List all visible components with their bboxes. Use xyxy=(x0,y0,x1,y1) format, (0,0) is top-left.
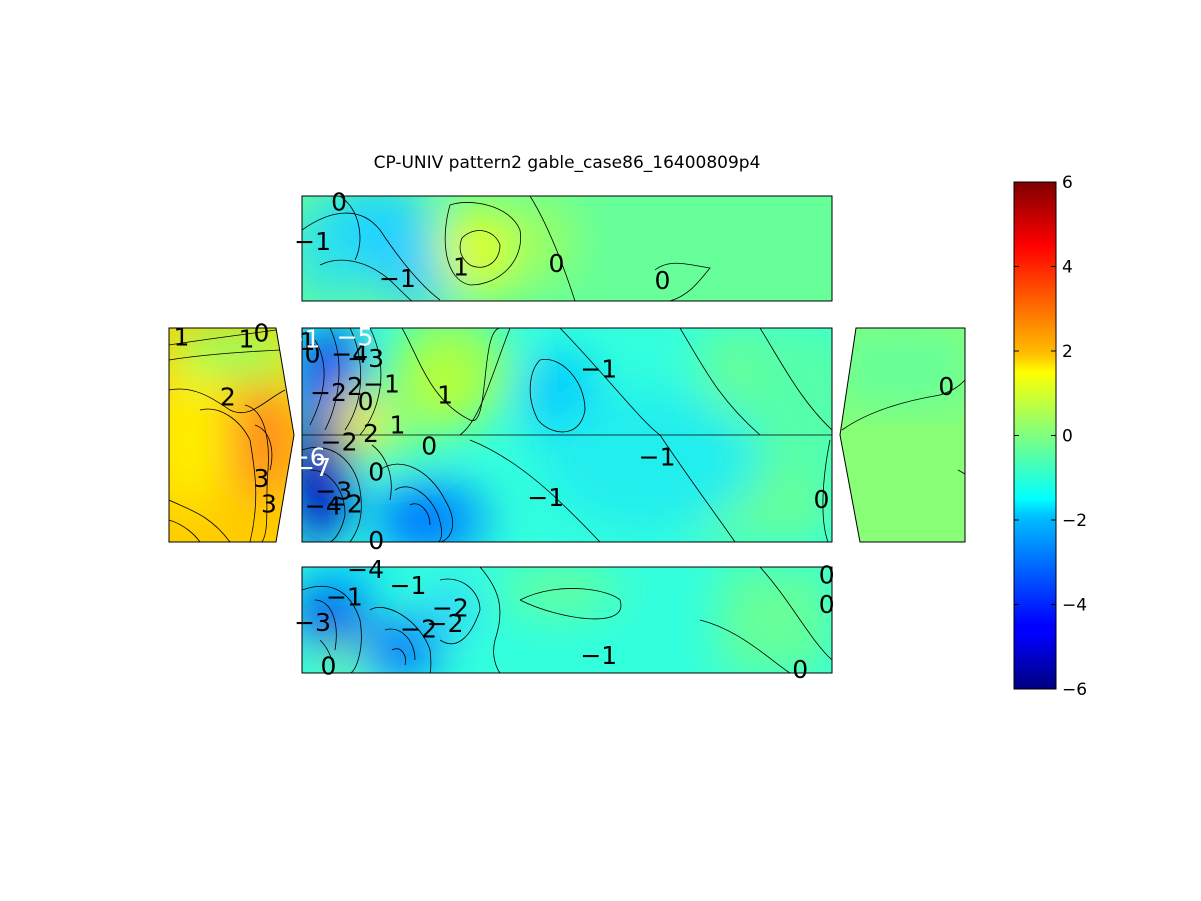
contour-label: −6 xyxy=(289,442,326,471)
panel-top-labels: 0−1−1 1 00 xyxy=(294,187,670,295)
contour-label: −2 xyxy=(427,609,464,638)
contour-label: −2 xyxy=(321,427,358,456)
contour-label: −1 xyxy=(390,571,427,600)
contour-label: −1 xyxy=(527,483,564,512)
panel-left-roof xyxy=(302,328,832,542)
contour-label: −1 xyxy=(639,442,676,471)
panel-bottom-border xyxy=(301,566,833,674)
contour-label: −4 xyxy=(331,340,368,369)
contour-label: −5 xyxy=(337,323,374,352)
contour-label: −2 xyxy=(400,615,437,644)
contour-label: −1 xyxy=(363,370,400,399)
colorbar-tick-label: −6 xyxy=(1062,680,1087,700)
panel-right-gable xyxy=(840,328,965,542)
colorbar-tick-label: −4 xyxy=(1062,596,1087,616)
contour-label: 0 xyxy=(368,526,384,555)
contour-label: 1 xyxy=(239,325,255,354)
panel-top-border xyxy=(301,195,833,302)
contour-label: 1 xyxy=(299,327,315,356)
contour-label: 1 xyxy=(453,252,469,281)
contour-label: 2 xyxy=(347,372,363,401)
contour-label: 0 xyxy=(819,560,835,589)
panel-left-roof-border xyxy=(301,327,833,543)
contour-label: 0 xyxy=(321,652,337,681)
contour-label: 0 xyxy=(421,432,437,461)
contour-label: 1 xyxy=(174,323,190,352)
contour-label: 3 xyxy=(261,490,277,519)
chart-title: CP-UNIV pattern2 gable_case86_16400809p4 xyxy=(374,153,761,173)
contour-label: 0 xyxy=(819,590,835,619)
contour-label: −1 xyxy=(580,355,617,384)
contour-label: −3 xyxy=(315,477,352,506)
contour-label: −2 xyxy=(310,378,347,407)
colorbar-tick-label: 0 xyxy=(1062,427,1073,447)
contour-label: −4 xyxy=(305,492,342,521)
contour-label: 1 xyxy=(437,380,453,409)
colorbar-tick-label: 6 xyxy=(1062,173,1073,193)
panel-right-gable-labels: 0 xyxy=(938,372,954,401)
colorbar: 6 4 2 0 −2 −4 −6 xyxy=(1013,173,1087,700)
contour-label: 1 xyxy=(389,410,405,439)
contour-label: −7 xyxy=(294,453,331,482)
contour-label: −3 xyxy=(347,344,384,373)
contour-label: −3 xyxy=(294,608,331,637)
contour-label: −1 xyxy=(284,325,321,354)
contour-label: 0 xyxy=(368,457,384,486)
contour-label: 0 xyxy=(548,249,564,278)
panel-top xyxy=(302,196,832,301)
contour-label: 0 xyxy=(358,387,374,416)
contour-label: 2 xyxy=(220,383,236,412)
contour-label: 2 xyxy=(363,419,379,448)
panel-bottom xyxy=(302,567,832,673)
colorbar-tick-label: −2 xyxy=(1062,511,1087,531)
contour-label: 3 xyxy=(254,464,270,493)
contour-label: −2 xyxy=(432,593,469,622)
contour-label: 0 xyxy=(792,655,808,684)
contour-label: 0 xyxy=(305,340,321,369)
contour-label: −1 xyxy=(294,227,331,256)
contour-label: −1 xyxy=(379,264,416,293)
colorbar-tick-label: 4 xyxy=(1062,258,1073,278)
panel-left-gable xyxy=(169,328,294,542)
colorbar-ticks: 6 4 2 0 −2 −4 −6 xyxy=(1014,173,1087,700)
contour-label: 0 xyxy=(938,372,954,401)
contour-label: −2 xyxy=(326,490,363,519)
contour-label: −1 xyxy=(580,641,617,670)
contour-label: 0 xyxy=(331,187,347,216)
colorbar-tick-label: 2 xyxy=(1062,342,1073,362)
contour-label: −1 xyxy=(326,583,363,612)
contour-label: 0 xyxy=(254,318,270,347)
panel-right-gable-border xyxy=(839,327,966,543)
contour-label: 0 xyxy=(654,266,670,295)
contour-label: −4 xyxy=(347,555,384,584)
contour-label: 0 xyxy=(813,485,829,514)
panel-left-gable-border xyxy=(168,327,295,543)
colorbar-gradient xyxy=(1014,182,1056,689)
